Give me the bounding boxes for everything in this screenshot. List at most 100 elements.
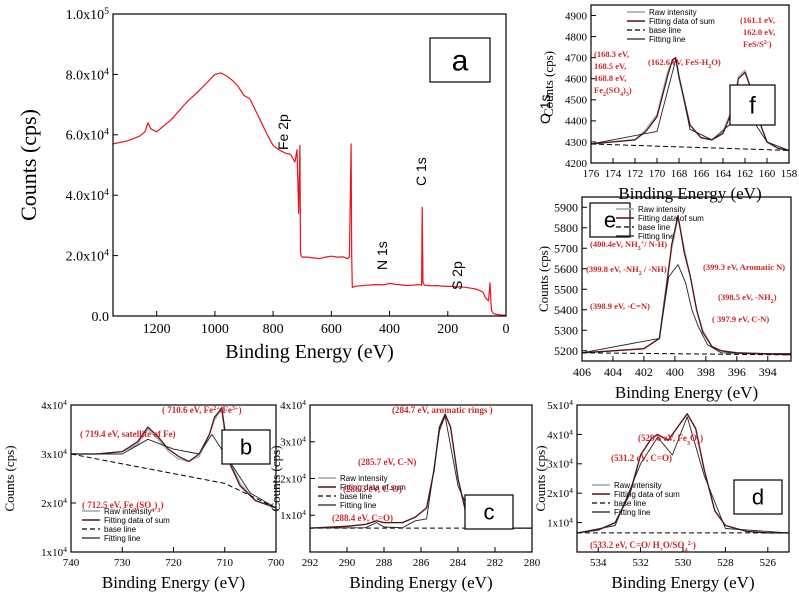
series-line-base-line (71, 453, 276, 509)
x-tick-label: 176 (583, 168, 600, 180)
chart-panel-d: 534 532 530 528 526 1x104 2x104 3x104 4x104 5x104… (533, 397, 790, 592)
x-axis-label: Binding Energy (eV) (225, 341, 394, 363)
panel-label: b (240, 435, 252, 460)
y-axis-label: Counts (cps) (2, 445, 17, 511)
x-tick-label: 172 (627, 168, 644, 180)
chart-panel-a: 1200 1000 800 600 400 200 0 0.0 2.0x104 4.0x104 6.… (16, 5, 553, 363)
x-tick-label: 170 (649, 168, 666, 180)
x-tick-label: 406 (573, 365, 591, 379)
x-tick-label: 166 (693, 168, 710, 180)
x-tick-label: 700 (268, 557, 285, 569)
plot-frame (112, 13, 507, 317)
peak-annotation: FeS/S2-) (743, 39, 772, 49)
series-line-survey (113, 72, 506, 316)
y-tick-label: 1x104 (280, 508, 306, 523)
peak-annotation: (168.3 eV, (594, 49, 629, 59)
x-axis-label: Binding Energy (eV) (611, 573, 754, 592)
peak-annotation: (399.8 eV, -NH2 / -NH) (586, 264, 667, 277)
y-tick-label: 1x104 (41, 544, 67, 559)
y-tick-label: 2x104 (41, 495, 67, 510)
legend-entry: base line (340, 492, 373, 501)
y-axis-label: Counts (cps) (541, 51, 556, 117)
peak-annotation: ( 719.4 eV, satellite of Fe) (80, 429, 176, 439)
x-tick-label: 400 (379, 322, 400, 337)
x-tick-label: 158 (781, 168, 798, 180)
x-tick-label: 1200 (143, 322, 171, 337)
x-tick-label: 534 (590, 557, 607, 569)
x-tick-label: 292 (302, 557, 319, 569)
y-tick-label: 5900 (554, 200, 578, 214)
panel-label: e (604, 208, 616, 233)
x-tick-label: 400 (666, 365, 684, 379)
y-tick-label: 6.0x104 (66, 126, 110, 144)
series-group (582, 214, 791, 356)
y-tick-label: 4200 (565, 158, 588, 170)
series-line-fitting-line (310, 415, 532, 529)
y-tick-label: 8.0x104 (66, 66, 110, 84)
x-tick-label: 720 (165, 557, 182, 569)
x-axis-label: Binding Energy (eV) (102, 573, 245, 592)
series-line-base-line (591, 143, 789, 151)
peak-annotation: (161.1 eV, (740, 15, 775, 25)
series-line-raw-intensity (577, 413, 789, 534)
legend-entry: Fitting line (340, 501, 377, 510)
x-tick-label: 398 (697, 365, 715, 379)
peak-annotation: (286.3 eV, C-O) (343, 484, 402, 494)
y-tick-label: 5x104 (547, 397, 573, 412)
x-tick-label: 288 (376, 557, 393, 569)
panel-label: f (749, 92, 756, 119)
panel-label: a (452, 45, 469, 78)
peak-annotation: S 2p (449, 261, 465, 290)
legend-entry: Fitting line (638, 232, 675, 241)
peak-annotation: (533.2 eV, C=O/ H2O/SO42-) (590, 540, 696, 554)
legend-entry: Fitting data of sum (340, 483, 406, 492)
series-line-fitting-data-of-sum (582, 214, 791, 355)
panel-label: c (484, 500, 495, 525)
y-tick-label: 4700 (565, 53, 588, 65)
x-tick-label: 530 (675, 557, 692, 569)
x-tick-label: 800 (263, 322, 284, 337)
series-line-base-line (582, 352, 791, 356)
y-axis-label: Counts (cps) (536, 246, 551, 312)
y-tick-label: 1.0x105 (66, 5, 110, 23)
x-tick-label: 740 (63, 557, 80, 569)
y-tick-label: 4800 (565, 31, 588, 43)
x-tick-label: 402 (635, 365, 653, 379)
peak-annotation: (398.5 eV, -NH2) (718, 292, 777, 305)
y-tick-label: 2x104 (547, 486, 573, 501)
peak-annotation: 162.0 eV, (743, 27, 775, 37)
y-tick-label: 4500 (565, 95, 588, 107)
x-tick-label: 290 (339, 557, 356, 569)
legend-entry: Raw intensity (614, 481, 662, 490)
x-axis-label: Binding Energy (eV) (349, 573, 492, 592)
legend-entry: base line (649, 26, 682, 35)
y-tick-label: 4400 (565, 116, 588, 128)
peak-annotation: (288.4 eV, C=O) (332, 513, 393, 523)
peak-annotation: N 1s (374, 241, 390, 270)
x-tick-label: 286 (413, 557, 430, 569)
y-tick-label: 3x104 (547, 456, 573, 471)
x-tick-label: 404 (604, 365, 622, 379)
y-tick-label: 5500 (554, 282, 578, 296)
legend-entry: Raw intensity (340, 474, 388, 483)
panel-label-box (464, 494, 514, 530)
peak-annotation: Fe2(SO4)3) (594, 85, 632, 98)
peak-annotation: O 1s (537, 94, 553, 124)
legend-entry: Raw intensity (104, 507, 152, 516)
x-tick-label: 162 (737, 168, 754, 180)
legend-entry: Fitting line (649, 35, 686, 44)
chart-panel-e: 406 404 402 400 398 396 394 5200 5300 5400 5500 560… (536, 196, 792, 402)
legend-entry: Raw intensity (649, 8, 697, 17)
x-tick-label: 394 (759, 365, 777, 379)
peak-annotation: (162.6 eV, FeS-H2O) (648, 57, 721, 70)
y-tick-label: 5600 (554, 262, 578, 276)
x-tick-label: 1000 (201, 322, 229, 337)
y-tick-label: 5400 (554, 303, 578, 317)
legend-entry: Raw intensity (638, 205, 686, 214)
legend-entry: Fitting data of sum (638, 214, 704, 223)
x-tick-label: 200 (437, 322, 458, 337)
series-line-fitting-line (582, 264, 791, 356)
y-tick-label: 1x104 (547, 515, 573, 530)
y-tick-label: 4x104 (280, 397, 306, 412)
x-tick-label: 168 (671, 168, 688, 180)
